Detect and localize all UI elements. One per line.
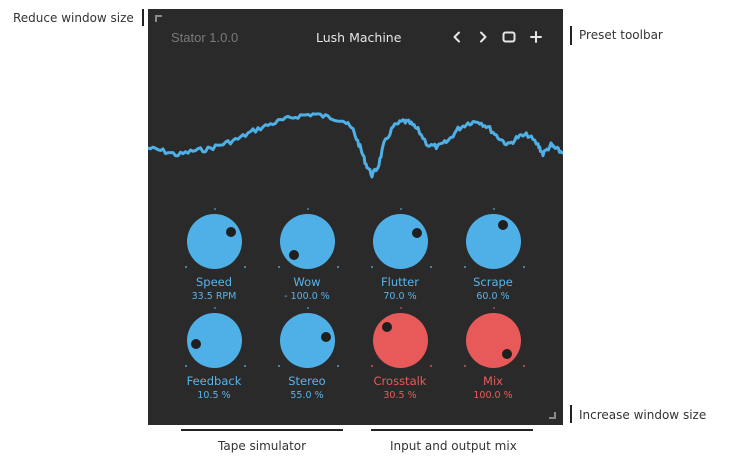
knob-tick bbox=[400, 307, 402, 309]
knob-scrape-dial[interactable] bbox=[466, 214, 521, 269]
knob-label: Stereo bbox=[288, 374, 326, 388]
reduce-window-size-button[interactable] bbox=[155, 15, 162, 22]
knob-tick bbox=[371, 266, 373, 268]
knob-stereo-dial[interactable] bbox=[280, 313, 335, 368]
knob-label: Speed bbox=[195, 275, 233, 289]
square-icon bbox=[502, 31, 516, 43]
knob-value[interactable]: - 100.0 % bbox=[284, 291, 330, 302]
knob-tick bbox=[493, 208, 495, 210]
annotation-bar-increase bbox=[570, 405, 572, 423]
knob-tick bbox=[244, 266, 246, 268]
knob-label: Scrape bbox=[473, 275, 513, 289]
knob-label: Flutter bbox=[381, 275, 419, 289]
knob-tick bbox=[400, 208, 402, 210]
knob-speed-dial[interactable] bbox=[187, 214, 242, 269]
knob-indicator bbox=[289, 249, 300, 260]
annotation-increase-window-size: Increase window size bbox=[579, 408, 707, 422]
knob-indicator bbox=[382, 322, 393, 333]
knob-speed: Speed 33.5 RPM bbox=[167, 208, 261, 306]
knob-value[interactable]: 30.5 % bbox=[383, 390, 417, 401]
annotation-tape-simulator: Tape simulator bbox=[218, 439, 307, 453]
knob-tick bbox=[464, 266, 466, 268]
knob-value[interactable]: 100.0 % bbox=[473, 390, 513, 401]
knob-label: Mix bbox=[483, 374, 503, 388]
knob-mix: Mix 100.0 % bbox=[446, 307, 540, 405]
knob-tick bbox=[214, 307, 216, 309]
knob-tick bbox=[185, 365, 187, 367]
knob-value[interactable]: 60.0 % bbox=[476, 291, 510, 302]
knob-indicator bbox=[225, 227, 236, 238]
knob-value[interactable]: 33.5 RPM bbox=[191, 291, 237, 302]
annotation-bar-input-output-mix bbox=[371, 429, 533, 431]
knob-value[interactable]: 10.5 % bbox=[197, 390, 231, 401]
knob-tick bbox=[278, 365, 280, 367]
knob-mix-control bbox=[460, 307, 526, 371]
chevron-left-icon bbox=[453, 31, 460, 43]
knob-tick bbox=[464, 365, 466, 367]
knob-indicator bbox=[320, 332, 331, 343]
knob-tick bbox=[523, 365, 525, 367]
knob-tick bbox=[278, 266, 280, 268]
annotation-bar-tape-simulator bbox=[181, 429, 343, 431]
knob-tick bbox=[493, 307, 495, 309]
knob-tick bbox=[337, 365, 339, 367]
knob-tick bbox=[430, 266, 432, 268]
plus-icon bbox=[530, 31, 542, 43]
knob-label: Feedback bbox=[186, 374, 242, 388]
increase-window-size-button[interactable] bbox=[549, 412, 556, 419]
knob-label: Crosstalk bbox=[373, 374, 427, 388]
knob-mix-dial[interactable] bbox=[466, 313, 521, 368]
knob-stereo-control bbox=[274, 307, 340, 371]
knob-tick bbox=[185, 266, 187, 268]
knob-tick bbox=[214, 208, 216, 210]
chevron-right-icon bbox=[480, 31, 487, 43]
knob-indicator bbox=[501, 348, 512, 359]
knob-crosstalk: Crosstalk 30.5 % bbox=[353, 307, 447, 405]
knob-tick bbox=[244, 365, 246, 367]
knob-speed-control bbox=[181, 208, 247, 272]
knob-tick bbox=[307, 208, 309, 210]
knob-tick bbox=[430, 365, 432, 367]
annotation-bar-preset-toolbar bbox=[570, 26, 572, 45]
knob-indicator bbox=[411, 228, 422, 239]
previous-preset-button[interactable] bbox=[447, 26, 467, 48]
knob-label: Wow bbox=[293, 275, 321, 289]
knob-indicator bbox=[497, 220, 508, 231]
knob-tick bbox=[523, 266, 525, 268]
knob-value[interactable]: 70.0 % bbox=[383, 291, 417, 302]
add-preset-button[interactable] bbox=[526, 26, 546, 48]
annotation-input-output-mix: Input and output mix bbox=[390, 439, 517, 453]
preset-name[interactable]: Lush Machine bbox=[316, 30, 402, 45]
annotation-reduce-window-size: Reduce window size bbox=[13, 11, 134, 25]
knob-wow-dial[interactable] bbox=[280, 214, 335, 269]
knob-flutter-control bbox=[367, 208, 433, 272]
knob-wow: Wow - 100.0 % bbox=[260, 208, 354, 306]
knob-stereo: Stereo 55.0 % bbox=[260, 307, 354, 405]
knob-tick bbox=[371, 365, 373, 367]
plugin-window: Stator 1.0.0 Lush Machine Speed 33.5 RPM W… bbox=[148, 9, 563, 425]
knob-tick bbox=[307, 307, 309, 309]
knob-flutter: Flutter 70.0 % bbox=[353, 208, 447, 306]
knob-scrape-control bbox=[460, 208, 526, 272]
knob-tick bbox=[337, 266, 339, 268]
save-preset-button[interactable] bbox=[499, 26, 519, 48]
knob-wow-control bbox=[274, 208, 340, 272]
knob-scrape: Scrape 60.0 % bbox=[446, 208, 540, 306]
knob-crosstalk-control bbox=[367, 307, 433, 371]
knob-indicator bbox=[191, 338, 202, 349]
app-name: Stator 1.0.0 bbox=[171, 30, 239, 45]
annotation-preset-toolbar: Preset toolbar bbox=[579, 28, 663, 42]
knob-crosstalk-dial[interactable] bbox=[373, 313, 428, 368]
next-preset-button[interactable] bbox=[473, 26, 493, 48]
waveform-line bbox=[148, 112, 563, 179]
knob-feedback-control bbox=[181, 307, 247, 371]
annotation-bar-reduce bbox=[142, 9, 144, 26]
knob-feedback: Feedback 10.5 % bbox=[167, 307, 261, 405]
waveform-display bbox=[148, 112, 563, 179]
knob-flutter-dial[interactable] bbox=[373, 214, 428, 269]
knob-feedback-dial[interactable] bbox=[187, 313, 242, 368]
knob-value[interactable]: 55.0 % bbox=[290, 390, 324, 401]
